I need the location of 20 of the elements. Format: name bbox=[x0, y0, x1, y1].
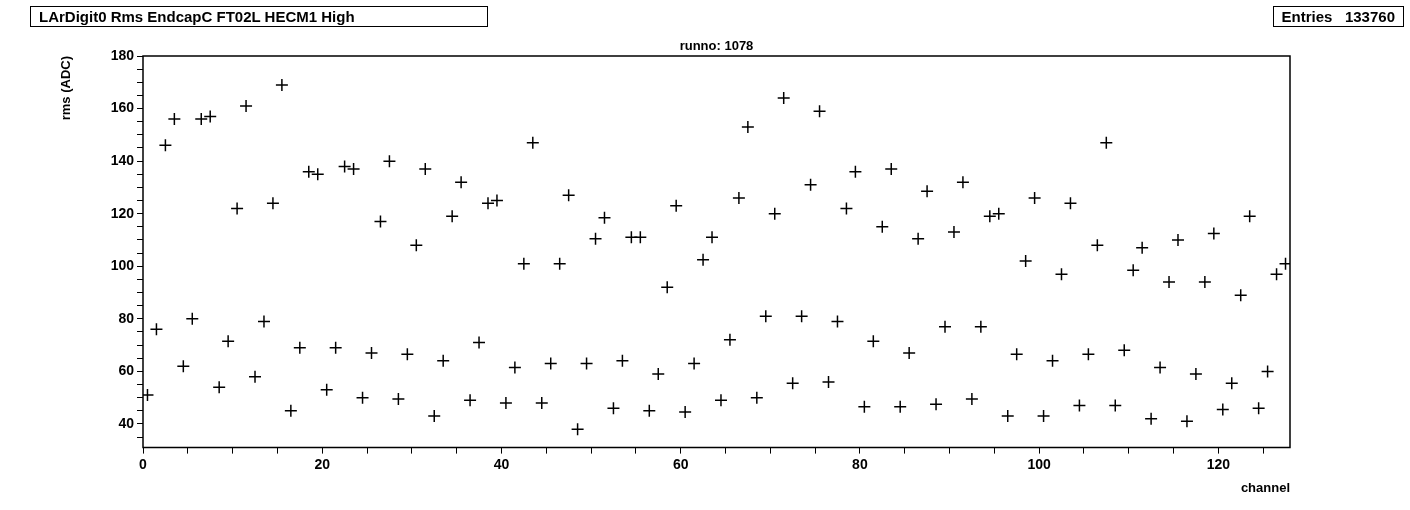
chart-subtitle: runno: 1078 bbox=[679, 38, 754, 53]
x-tick-label: 100 bbox=[1027, 455, 1051, 472]
x-tick-label: 60 bbox=[672, 455, 689, 472]
x-tick-label: 0 bbox=[139, 455, 148, 472]
x-tick-label: 40 bbox=[493, 455, 510, 472]
y-tick-label: 80 bbox=[118, 309, 135, 326]
y-tick-label: 60 bbox=[118, 362, 135, 379]
x-axis-title: channel bbox=[1240, 479, 1290, 495]
y-tick-label: 40 bbox=[118, 414, 135, 431]
x-tick-label: 80 bbox=[852, 455, 868, 472]
y-tick-label: 160 bbox=[110, 99, 135, 116]
text: Entries 133760 bbox=[1272, 6, 1404, 27]
y-tick-label: 100 bbox=[110, 257, 135, 274]
y-axis-title: rms (ADC) bbox=[58, 56, 74, 121]
x-tick-label: 20 bbox=[314, 455, 331, 472]
x-tick-label: 120 bbox=[1206, 455, 1231, 472]
y-tick-label: 140 bbox=[110, 151, 135, 168]
y-tick-label: 120 bbox=[110, 204, 135, 221]
y-tick-label: 180 bbox=[110, 46, 135, 63]
chart-title: LArDigit0 Rms EndcapC FT02L HECM1 High bbox=[30, 6, 488, 27]
